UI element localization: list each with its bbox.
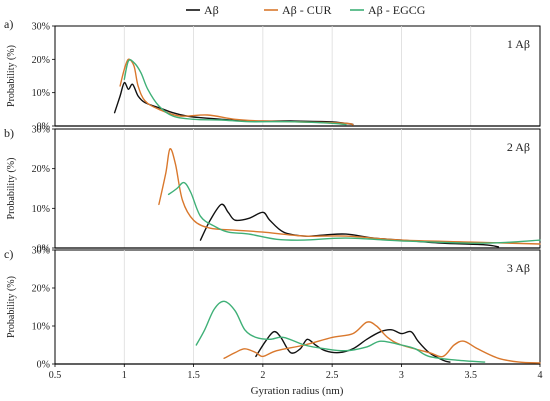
y-tick-label: 20%: [32, 284, 50, 295]
chart-panel: 0% 10% 20% 30% Probability (%) b) 2 Aβ: [4, 125, 541, 255]
series-line: [223, 321, 541, 364]
y-tick-label: 20%: [32, 164, 50, 175]
series-line: [113, 81, 354, 125]
x-axis: 0.5 1 1.5 2 2.5 3 3.5 4: [49, 364, 543, 381]
legend-label: Aβ: [204, 3, 219, 17]
y-tick-label: 30%: [32, 125, 50, 136]
y-tick-label: 10%: [32, 204, 50, 215]
y-tick-label: 30%: [32, 22, 50, 33]
x-tick-label: 2.5: [326, 370, 339, 381]
y-axis-label: Probability (%): [6, 158, 17, 220]
x-tick-label: 0.5: [49, 370, 62, 381]
legend-item: Aβ: [186, 3, 219, 17]
x-tick-label: 1: [122, 370, 127, 381]
chart-panel: 0% 10% 20% 30% Probability (%) a) 1 Aβ: [4, 17, 541, 133]
series-line: [119, 58, 354, 126]
x-axis-label: Gyration radius (nm): [251, 385, 344, 397]
series-line: [255, 329, 451, 363]
panel-letter: a): [4, 17, 13, 31]
series-line: [167, 181, 541, 244]
series-line: [199, 203, 500, 248]
x-tick-label: 3.5: [464, 370, 477, 381]
panel-annotation: 1 Aβ: [507, 37, 530, 51]
panel-annotation: 3 Aβ: [507, 261, 530, 275]
x-tick-label: 1.5: [187, 370, 200, 381]
panel-letter: b): [4, 126, 14, 140]
series-line: [123, 59, 347, 126]
panel-annotation: 2 Aβ: [507, 140, 530, 154]
legend-label: Aβ - CUR: [282, 3, 331, 17]
y-tick-label: 10%: [32, 322, 50, 333]
series-line: [158, 148, 541, 245]
legend-item: Aβ - EGCG: [350, 3, 426, 17]
x-tick-label: 2: [260, 370, 265, 381]
panel-frame: [54, 25, 541, 127]
series-line: [195, 300, 486, 363]
legend: Aβ Aβ - CUR Aβ - EGCG: [186, 3, 426, 17]
chart-panel: 0% 10% 20% 30% Probability (%) c) 3 Aβ: [4, 246, 541, 371]
y-tick-label: 30%: [32, 246, 50, 257]
x-tick-label: 4: [538, 370, 543, 381]
y-tick-label: 0%: [37, 360, 50, 371]
legend-label: Aβ - EGCG: [368, 3, 426, 17]
panel-letter: c): [4, 247, 13, 261]
y-axis-label: Probability (%): [6, 276, 17, 338]
panel-frame: [54, 128, 541, 249]
y-tick-label: 0%: [37, 122, 50, 133]
x-tick-label: 3: [399, 370, 404, 381]
y-tick-label: 10%: [32, 88, 50, 99]
y-axis-label: Probability (%): [6, 45, 17, 107]
y-tick-label: 0%: [37, 244, 50, 255]
y-tick-label: 20%: [32, 55, 50, 66]
legend-item: Aβ - CUR: [264, 3, 331, 17]
chart-panels: 0% 10% 20% 30% Probability (%) a) 1 Aβ 0% 10% 20%…: [4, 17, 541, 371]
